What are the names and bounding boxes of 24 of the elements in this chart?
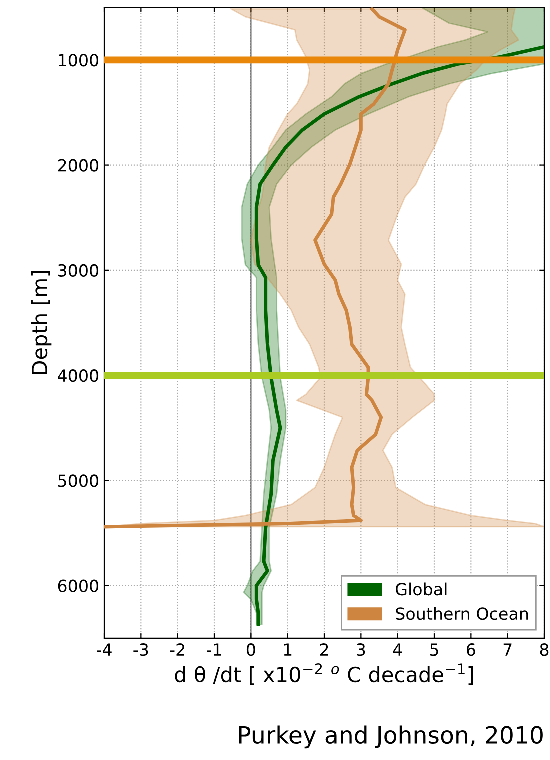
x-tick-label: 2 [320, 644, 328, 656]
x-tick-label: 4 [393, 644, 402, 656]
x-tick-label: -4 [97, 644, 112, 656]
x-tick-label: -1 [207, 644, 222, 656]
y-tick-label: 4000 [58, 370, 99, 382]
text: Purkey and Johnson, 2010 [239, 726, 543, 749]
y-tick-label: 3000 [58, 264, 99, 277]
x-tick-label: 6 [467, 644, 476, 656]
y-tick-label: 6000 [58, 580, 99, 592]
x-tick-label: -2 [170, 644, 184, 656]
x-tick-label: -3 [134, 644, 148, 656]
x-axis-title: d θ /dt [ x10$^{−2 o}$ C decade$^{−1}$] [175, 664, 474, 686]
x-tick-label: 8 [540, 644, 549, 656]
legend-label: Southern Ocean [396, 607, 528, 620]
x-tick-label: 7 [504, 644, 512, 656]
x-tick-label: 5 [430, 644, 438, 656]
y-tick-label: 5000 [58, 474, 99, 488]
legend-label: Global [396, 582, 447, 596]
x-tick-label: 3 [357, 644, 366, 656]
y-tick-label: 1000 [59, 54, 99, 67]
x-tick-label: 1 [284, 644, 292, 656]
y-tick-label: 2000 [58, 159, 99, 172]
y-axis-title: Depth [m] [32, 271, 52, 374]
x-tick-label: 0 [246, 644, 256, 656]
